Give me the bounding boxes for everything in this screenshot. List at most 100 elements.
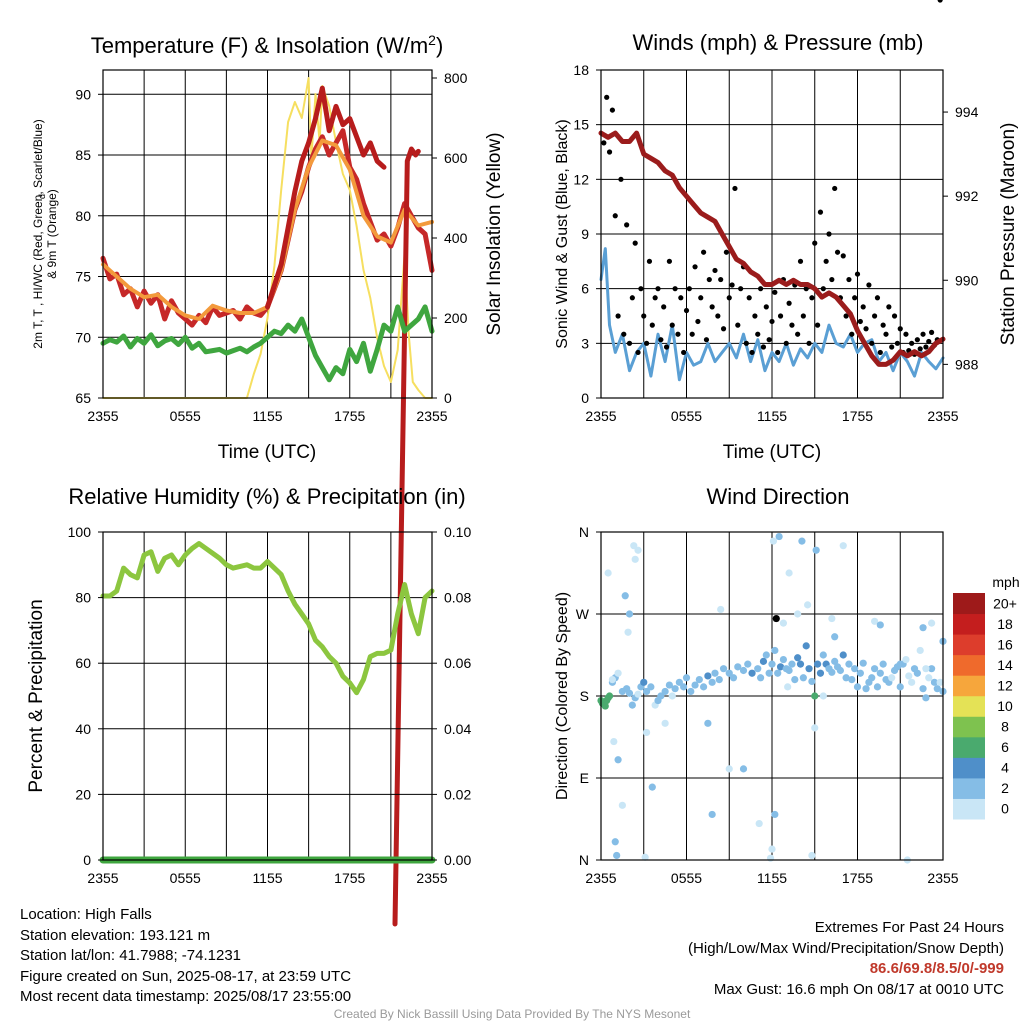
direction-point <box>828 668 836 676</box>
gust-point <box>729 282 735 288</box>
direction-point <box>814 660 822 668</box>
extremes-title: Extremes For Past 24 Hours <box>814 919 1004 936</box>
pressure-line <box>598 130 946 367</box>
gust-point <box>703 337 710 343</box>
colorbar-unit: mph <box>992 574 1019 590</box>
colorbar-label: 6 <box>1001 739 1009 755</box>
y-axis-label: Direction (Colored By Speed) <box>554 592 571 800</box>
chart-title: Relative Humidity (%) & Precipitation (i… <box>68 484 465 509</box>
wind-line <box>599 247 945 382</box>
direction-point <box>785 666 793 675</box>
latlon-text: Station lat/lon: 41.7988; -74.1231 <box>20 947 242 964</box>
direction-point <box>772 614 780 623</box>
gust-point <box>635 349 641 356</box>
x-tick-label: 0555 <box>170 408 201 424</box>
colorbar-swatch <box>953 593 985 615</box>
gust-point <box>897 326 903 332</box>
gust-point <box>857 318 863 325</box>
colorbar-label: 20+ <box>993 595 1017 611</box>
gust-point <box>629 295 635 301</box>
direction-point <box>930 678 939 686</box>
gust-point <box>797 258 804 264</box>
direction-point <box>775 532 783 541</box>
direction-point <box>791 676 799 684</box>
series-rh <box>100 541 435 696</box>
direction-point <box>908 678 916 686</box>
direction-point <box>754 665 762 673</box>
gust-point <box>641 313 647 319</box>
y-tick-label-right: 0.02 <box>444 786 471 802</box>
chart-title: Wind Direction <box>706 484 849 509</box>
direction-point <box>748 669 756 677</box>
direction-point <box>788 660 796 668</box>
direction-point <box>765 669 773 677</box>
direction-point <box>828 614 836 623</box>
gust-point <box>891 313 898 319</box>
extremes-subtitle: (High/Low/Max Wind/Precipitation/Snow De… <box>688 939 1004 957</box>
gust-point <box>823 258 829 264</box>
wind-direction-panel: 2355 0555 1155 1755 2355 N E S W N Wind Direction D… <box>554 484 959 886</box>
gust-point <box>735 322 741 328</box>
direction-point <box>757 674 765 682</box>
direction-point <box>859 659 867 667</box>
colorbar-label: 14 <box>997 657 1013 673</box>
gust-point <box>663 344 670 350</box>
y-tick-label: 9 <box>581 226 589 242</box>
direction-point <box>811 692 819 700</box>
direction-point <box>816 669 825 677</box>
x-tick-label: 1755 <box>842 870 873 886</box>
gust-point <box>772 289 778 295</box>
gust-point <box>695 318 701 325</box>
gust-point <box>843 313 849 319</box>
gust-point <box>683 307 690 314</box>
direction-point <box>922 694 930 702</box>
direction-point <box>725 669 733 677</box>
gust-point <box>914 337 920 343</box>
x-tick-label: 2355 <box>927 408 958 424</box>
direction-point <box>601 702 609 710</box>
direction-point <box>682 674 691 682</box>
location-text: Location: High Falls <box>20 906 152 923</box>
y-tick-label: 20 <box>75 786 91 802</box>
gust-point <box>723 249 730 255</box>
direction-point <box>717 605 725 614</box>
gust-point <box>698 295 704 301</box>
gust-point <box>877 349 883 356</box>
y-tick-label-right: 0.08 <box>444 590 471 606</box>
gust-point <box>749 349 755 356</box>
direction-point <box>641 853 649 861</box>
x-tick-label: 1155 <box>757 408 787 424</box>
direction-point <box>680 683 688 691</box>
gust-point <box>709 304 715 310</box>
direction-point <box>811 724 819 732</box>
direction-point <box>625 610 634 618</box>
gust-point <box>886 304 892 310</box>
gust-point <box>763 304 769 310</box>
direction-point <box>725 765 733 773</box>
direction-point <box>794 654 802 662</box>
gust-point <box>652 295 658 301</box>
y-tick-label: 70 <box>75 329 91 345</box>
gust-point <box>758 286 764 292</box>
gust-point <box>846 276 852 283</box>
series-scarlet <box>265 85 387 310</box>
gust-point <box>675 331 681 337</box>
y-tick-label: W <box>576 606 590 622</box>
gust-point <box>766 337 772 343</box>
y-tick-label: 15 <box>573 117 589 133</box>
y-tick-label: 18 <box>573 62 589 78</box>
x-tick-label: 2355 <box>416 870 447 886</box>
direction-point <box>668 692 676 700</box>
x-tick-label: 2355 <box>585 408 616 424</box>
direction-point <box>925 674 933 682</box>
colorbar-swatch <box>953 777 985 799</box>
direction-point <box>808 677 816 686</box>
direction-point <box>785 569 793 577</box>
direction-point <box>808 851 816 860</box>
colorbar-swatch <box>953 675 985 697</box>
y-tick-label: 85 <box>75 147 91 163</box>
direction-point <box>675 678 683 686</box>
direction-point <box>768 845 776 853</box>
gust-point <box>701 249 707 255</box>
direction-point <box>661 687 669 696</box>
